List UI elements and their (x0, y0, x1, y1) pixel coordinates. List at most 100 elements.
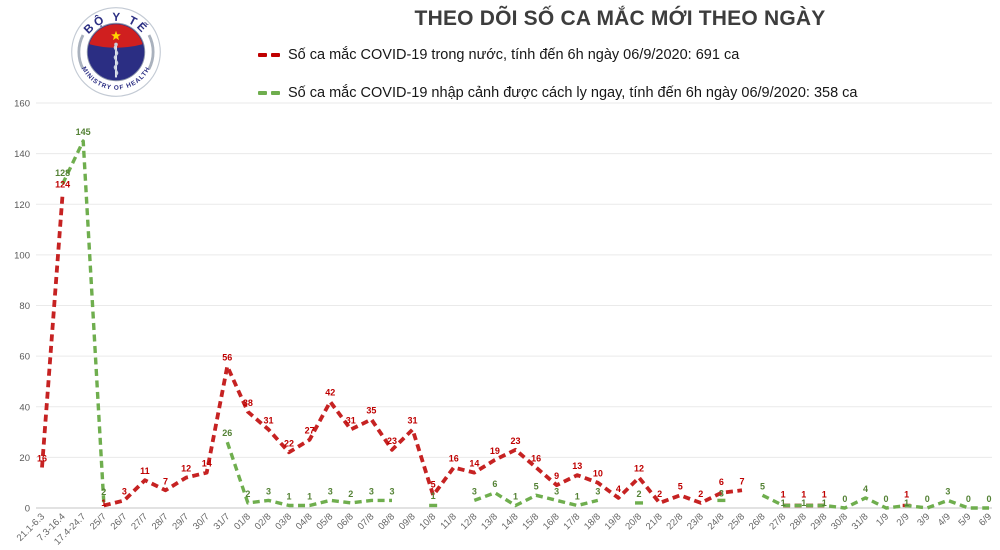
x-tick-label: 6/9 (977, 511, 994, 528)
data-label: 2 (637, 489, 642, 499)
x-tick-label: 31/8 (850, 511, 871, 532)
x-tick-label: 09/8 (397, 511, 418, 532)
data-label: 2 (348, 489, 353, 499)
data-label: 0 (842, 494, 847, 504)
data-label: 1 (904, 489, 909, 499)
y-tick-label: 120 (14, 200, 30, 211)
y-tick-label: 20 (19, 453, 30, 464)
x-tick-label: 14/8 (500, 511, 521, 532)
y-tick-label: 0 (25, 504, 30, 515)
data-label: 1 (101, 498, 106, 508)
x-tick-label: 05/8 (314, 511, 335, 532)
x-tick-label: 26/7 (109, 511, 130, 532)
data-label: 1 (801, 489, 806, 499)
legend-label-imported: Số ca mắc COVID-19 nhập cảnh được cách l… (288, 85, 858, 101)
data-label: 2 (101, 487, 106, 497)
logo-snake-head (114, 42, 118, 47)
y-tick-label: 40 (19, 402, 30, 413)
x-tick-label: 2/9 (895, 511, 912, 528)
data-label: 3 (945, 486, 950, 496)
x-tick-label: 07/8 (356, 511, 377, 532)
data-label: 3 (389, 486, 394, 496)
data-label: 1 (431, 491, 436, 501)
data-label: 0 (884, 494, 889, 504)
data-label: 16 (449, 454, 459, 464)
data-label: 4 (863, 484, 868, 494)
y-tick-label: 100 (14, 250, 30, 261)
x-tick-label: 29/8 (809, 511, 830, 532)
data-label: 3 (328, 486, 333, 496)
x-tick-label: 28/7 (150, 511, 171, 532)
data-label: 7 (163, 476, 168, 486)
data-label: 26 (222, 428, 232, 438)
data-label: 23 (387, 436, 397, 446)
data-label: 1 (287, 491, 292, 501)
x-tick-label: 30/8 (829, 511, 850, 532)
data-label: 56 (222, 352, 232, 362)
x-tick-label: 20/8 (623, 511, 644, 532)
legend-item-domestic: Số ca mắc COVID-19 trong nước, tính đến … (258, 40, 858, 70)
data-label: 1 (781, 498, 786, 508)
data-label: 22 (284, 438, 294, 448)
data-label: 9 (554, 471, 559, 481)
x-tick-label: 10/8 (417, 511, 438, 532)
data-label: 3 (266, 486, 271, 496)
x-tick-label: 19/8 (603, 511, 624, 532)
logo-star-icon (111, 30, 121, 41)
x-tick-label: 27/8 (767, 511, 788, 532)
y-tick-label: 140 (14, 149, 30, 160)
gridlines (36, 102, 992, 509)
x-tick-label: 28/8 (788, 511, 809, 532)
data-label: 5 (534, 481, 539, 491)
x-tick-label: 03/8 (273, 511, 294, 532)
logo-snake-icon (113, 44, 119, 76)
x-tick-label: 31/7 (212, 511, 233, 532)
x-tick-label: 3/9 (915, 511, 932, 528)
data-label: 14 (469, 459, 479, 469)
x-tick-label: 02/8 (253, 511, 274, 532)
data-label: 1 (575, 491, 580, 501)
x-tick-label: 18/8 (582, 511, 603, 532)
x-tick-label: 24/8 (706, 511, 727, 532)
data-label: 5 (431, 479, 436, 489)
data-label: 1 (781, 489, 786, 499)
data-label: 145 (76, 127, 91, 137)
x-tick-label: 26/8 (747, 511, 768, 532)
data-label: 5 (760, 481, 765, 491)
chart-title: THEO DÕI SỐ CA MẮC MỚI THEO NGÀY (414, 7, 826, 30)
x-tick-label: 30/7 (191, 511, 212, 532)
data-label: 3 (719, 488, 724, 498)
data-label: 11 (140, 466, 150, 476)
chart-legend: Số ca mắc COVID-19 trong nước, tính đến … (258, 40, 858, 116)
ministry-of-health-logo: BỘ Y TẾ MINISTRY OF HEALTH (71, 7, 161, 97)
data-label: 38 (243, 398, 253, 408)
data-label: 3 (554, 486, 559, 496)
data-label: 1 (822, 498, 827, 508)
x-tick-label: 25/8 (726, 511, 747, 532)
x-tick-label: 06/8 (335, 511, 356, 532)
x-tick-label: 27/7 (129, 511, 150, 532)
x-tick-label: 01/8 (232, 511, 253, 532)
data-label: 0 (986, 494, 991, 504)
data-label: 1 (801, 498, 806, 508)
data-label: 124 (55, 180, 70, 190)
data-label: 7 (739, 476, 744, 486)
x-tick-label: 08/8 (376, 511, 397, 532)
data-label: 0 (925, 494, 930, 504)
series-imported-line (61, 139, 989, 510)
x-tick-label: 4/9 (936, 511, 953, 528)
data-label: 1 (513, 491, 518, 501)
legend-dash-red-1 (258, 53, 267, 57)
data-label: 27 (305, 426, 315, 436)
data-label: 1 (822, 489, 827, 499)
x-tick-label: 29/7 (170, 511, 191, 532)
y-axis-labels: 0 20 40 60 80 100 120 140 160 (14, 99, 30, 515)
data-label: 3 (369, 486, 374, 496)
data-label: 10 (593, 469, 603, 479)
legend-dash-red-2 (271, 53, 280, 57)
data-label: 19 (490, 446, 500, 456)
x-tick-label: 11/8 (438, 511, 458, 531)
data-label: 1 (307, 491, 312, 501)
